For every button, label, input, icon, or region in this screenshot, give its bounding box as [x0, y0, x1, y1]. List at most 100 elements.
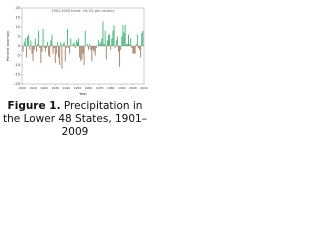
- bar: [54, 46, 56, 64]
- bar: [98, 40, 99, 46]
- bar: [22, 46, 24, 52]
- bar: [28, 34, 30, 46]
- bar: [124, 25, 126, 46]
- bar: [35, 46, 37, 52]
- y-tick-label: -15: [14, 73, 20, 77]
- x-tick-label: 2010: [140, 86, 148, 90]
- bar: [67, 28, 68, 46]
- bar: [42, 28, 44, 46]
- x-tick-label: 1900: [18, 86, 26, 90]
- bar: [103, 44, 105, 46]
- x-tick-label: 1930: [51, 86, 59, 90]
- bar: [62, 44, 64, 46]
- bar: [24, 38, 26, 46]
- bar: [70, 38, 72, 46]
- bar: [115, 40, 117, 46]
- bar: [48, 46, 50, 56]
- bar: [23, 42, 25, 46]
- bar: [74, 46, 76, 48]
- bar: [80, 46, 82, 62]
- bar: [75, 40, 77, 46]
- bar: [94, 46, 96, 56]
- bar: [108, 34, 109, 46]
- bar: [113, 25, 115, 46]
- y-tick-label: -10: [14, 63, 21, 67]
- bar: [102, 21, 104, 46]
- bar: [50, 40, 52, 46]
- x-tick-label: 1970: [96, 86, 104, 90]
- bar: [82, 46, 84, 54]
- bar: [105, 46, 107, 60]
- bar: [93, 46, 95, 52]
- bar: [49, 46, 51, 58]
- y-tick-label: 5: [18, 35, 20, 39]
- bar: [25, 46, 27, 58]
- bar: [88, 46, 89, 50]
- bar: [90, 46, 92, 50]
- page: 1901-2009 trend: +6.1% per century Year …: [0, 0, 150, 150]
- bar: [38, 30, 40, 46]
- bar: [63, 42, 65, 46]
- bar: [120, 46, 122, 50]
- bar: [130, 38, 132, 46]
- bar: [141, 32, 143, 46]
- bar: [78, 38, 80, 46]
- x-tick-label: 1990: [118, 86, 126, 90]
- bar: [138, 46, 139, 48]
- bar: [92, 46, 94, 50]
- bar: [95, 46, 97, 48]
- bar: [134, 46, 136, 54]
- bar: [53, 46, 55, 48]
- bar: [114, 46, 116, 48]
- bar: [119, 46, 121, 67]
- bar: [136, 34, 138, 46]
- chart: 1901-2009 trend: +6.1% per century Year …: [6, 6, 148, 96]
- bar: [135, 44, 137, 46]
- bar: [45, 46, 47, 48]
- bar: [86, 44, 88, 46]
- bar: [100, 42, 102, 46]
- bar: [65, 46, 67, 48]
- y-tick-label: 0: [18, 44, 21, 48]
- bar: [133, 46, 135, 54]
- bar: [122, 25, 124, 46]
- y-axis-label: Percent anomaly: [6, 30, 10, 61]
- x-tick-label: 1950: [74, 86, 82, 90]
- bar: [81, 46, 83, 60]
- bar: [131, 46, 133, 48]
- bar: [43, 46, 45, 48]
- bar: [27, 36, 28, 46]
- x-axis-label: Year: [79, 92, 87, 96]
- bar: [31, 46, 33, 54]
- bar: [59, 46, 61, 65]
- bar: [58, 46, 60, 58]
- bar: [129, 44, 131, 46]
- y-tick-label: -20: [14, 82, 21, 86]
- bar: [34, 38, 36, 46]
- x-tick-label: 1980: [107, 86, 115, 90]
- x-tick-label: 1960: [85, 86, 93, 90]
- bar: [32, 46, 34, 62]
- y-tick-label: 15: [15, 16, 20, 20]
- bar: [60, 42, 62, 46]
- bar: [84, 30, 86, 46]
- bar: [73, 42, 75, 46]
- bar: [123, 32, 125, 46]
- bar: [139, 46, 141, 50]
- bar: [112, 30, 114, 46]
- bar: [44, 46, 46, 52]
- bar: [125, 44, 127, 46]
- bar: [52, 46, 54, 54]
- bar: [104, 30, 106, 46]
- caption: Figure 1. Precipitation in the Lower 48 …: [0, 100, 150, 139]
- bar: [79, 46, 81, 58]
- bar: [39, 46, 41, 48]
- bar: [121, 36, 123, 46]
- bar: [47, 42, 48, 46]
- caption-text: Precipitation in the Lower 48 States, 19…: [3, 100, 147, 138]
- bar: [41, 46, 43, 52]
- bar: [29, 46, 31, 50]
- bar: [126, 44, 128, 46]
- bar: [109, 34, 111, 46]
- bar: [68, 46, 70, 48]
